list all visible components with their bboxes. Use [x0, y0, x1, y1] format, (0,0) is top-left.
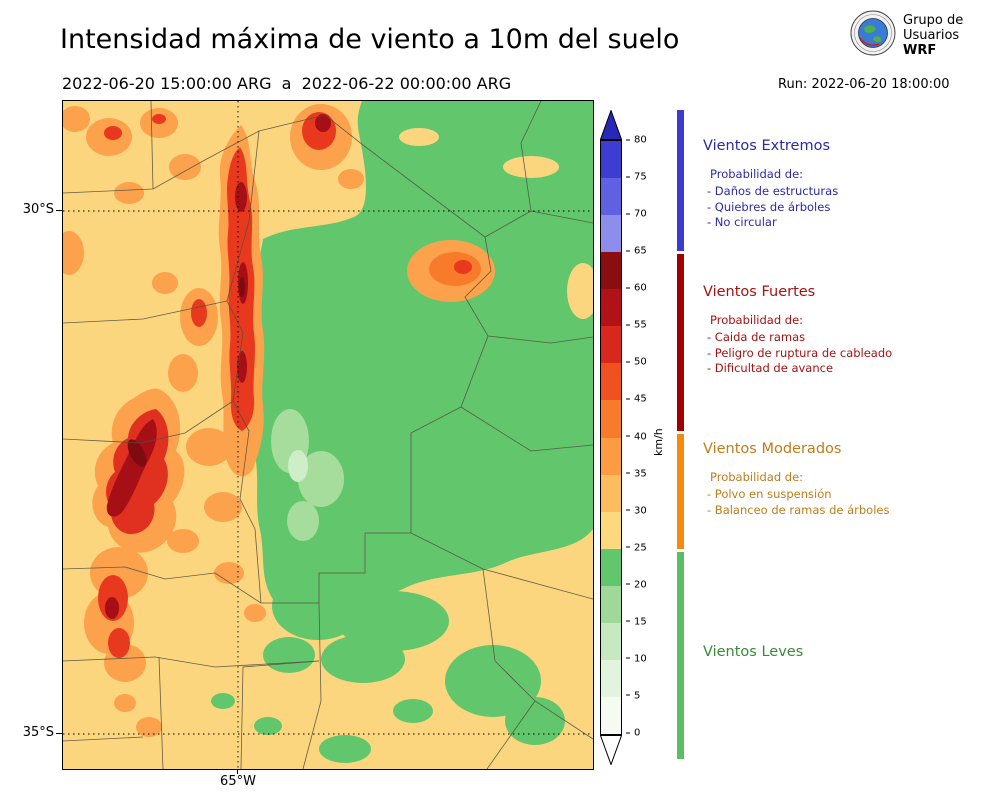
- category-bar-extremos: [677, 110, 684, 251]
- colorbar-tick-label: 50: [626, 357, 647, 368]
- legend-block-leves: Vientos Leves: [703, 644, 993, 673]
- colorbar-tick-label: 20: [626, 579, 647, 590]
- colorbar-tick-label: 15: [626, 616, 647, 627]
- wrf-logo: Grupo de Usuarios WRF: [850, 10, 963, 60]
- logo-text: Grupo de Usuarios WRF: [903, 13, 963, 58]
- category-bar-fuertes: [677, 254, 684, 431]
- axis-tick-65w: [237, 769, 238, 774]
- wind-field-layer: [63, 101, 593, 763]
- lon-tick-label-65w: 65°W: [220, 774, 256, 789]
- category-bar-leves: [677, 552, 684, 759]
- page-title: Intensidad máxima de viento a 10m del su…: [60, 24, 680, 55]
- legend-item: - Dificultad de avance: [707, 361, 834, 375]
- legend-title: Vientos Leves: [703, 644, 804, 660]
- colorbar-unit-label: km/h: [652, 428, 665, 456]
- logo-line-1: Grupo de: [903, 12, 964, 28]
- province-borders-layer: [63, 101, 593, 769]
- colorbar-tick-label: 45: [626, 394, 647, 405]
- axis-tick-35s: [56, 733, 62, 734]
- logo-line-3: WRF: [903, 42, 937, 58]
- colorbar-tick-label: 60: [626, 283, 647, 294]
- colorbar-segment: [601, 474, 621, 512]
- colorbar-segment: [601, 215, 621, 253]
- colorbar-tick-label: 30: [626, 505, 647, 516]
- axis-tick-30s: [56, 210, 62, 211]
- colorbar-tick-label: 75: [626, 172, 647, 183]
- legend-block-fuertes: Vientos Fuertes Probabilidad de: - Caida…: [703, 284, 993, 377]
- colorbar-segment: [601, 511, 621, 549]
- colorbar-tick-label: 25: [626, 542, 647, 553]
- colorbar-segment: [601, 437, 621, 475]
- colorbar-tick-label: 55: [626, 320, 647, 331]
- colorbar-ticks: 80 75 70 65 60 55 50 45 40 35 30 25 20 1…: [626, 135, 660, 739]
- legend-item: - Daños de estructuras: [707, 184, 839, 198]
- legend-prob-title: Probabilidad de:: [710, 167, 804, 181]
- legend-block-extremos: Vientos Extremos Probabilidad de: - Daño…: [703, 138, 993, 231]
- wind-intensity-map: [63, 101, 593, 769]
- run-label: Run: 2022-06-20 18:00:00: [778, 77, 950, 92]
- legend-item: - Polvo en suspensión: [707, 487, 832, 501]
- legend-title: Vientos Fuertes: [703, 284, 816, 300]
- colorbar-segment: [601, 659, 621, 697]
- legend-item: - No circular: [707, 215, 777, 229]
- legend-prob-title: Probabilidad de:: [710, 313, 804, 327]
- colorbar-segment: [601, 326, 621, 364]
- colorbar-segment: [601, 178, 621, 216]
- colorbar: [600, 110, 622, 765]
- colorbar-arrow-bottom: [600, 735, 622, 765]
- colorbar-tick-label: 40: [626, 431, 647, 442]
- colorbar-segment: [601, 141, 621, 179]
- logo-line-2: Usuarios: [903, 27, 960, 43]
- lat-tick-label-35s: 35°S: [22, 725, 54, 740]
- colorbar-segment: [601, 622, 621, 660]
- colorbar-tick-label: 80: [626, 135, 647, 146]
- colorbar-segment: [601, 289, 621, 327]
- category-bar-moderados: [677, 434, 684, 549]
- legend-prob-title: Probabilidad de:: [710, 470, 804, 484]
- globe-icon: [850, 10, 896, 60]
- colorbar-tick-label: 70: [626, 209, 647, 220]
- grid-lines-layer: [63, 101, 593, 769]
- legend-block-moderados: Vientos Moderados Probabilidad de: - Pol…: [703, 441, 993, 518]
- date-range-label: 2022-06-20 15:00:00 ARG a 2022-06-22 00:…: [62, 74, 512, 93]
- colorbar-tick-label: 35: [626, 468, 647, 479]
- colorbar-tick-label: 65: [626, 246, 647, 257]
- colorbar-arrow-top: [600, 110, 622, 140]
- legend-title: Vientos Moderados: [703, 441, 842, 457]
- colorbar-tick-label: 5: [626, 690, 640, 701]
- map-frame: [62, 100, 594, 770]
- colorbar-segment: [601, 548, 621, 586]
- colorbar-segment: [601, 252, 621, 290]
- colorbar-segment: [601, 363, 621, 401]
- legend-item: - Caida de ramas: [707, 330, 806, 344]
- colorbar-segment: [601, 585, 621, 623]
- legend-title: Vientos Extremos: [703, 138, 831, 154]
- colorbar-segment: [601, 696, 621, 734]
- lat-tick-label-30s: 30°S: [22, 202, 54, 217]
- legend-item: - Quiebres de árboles: [707, 199, 831, 214]
- colorbar-tick-label: 10: [626, 653, 647, 664]
- colorbar-segment: [601, 400, 621, 438]
- legend-item: - Peligro de ruptura de cableado: [707, 345, 893, 360]
- legend-item: - Balanceo de ramas de árboles: [707, 502, 890, 517]
- colorbar-tick-label: 0: [626, 728, 640, 739]
- colorbar-scale: [600, 140, 622, 735]
